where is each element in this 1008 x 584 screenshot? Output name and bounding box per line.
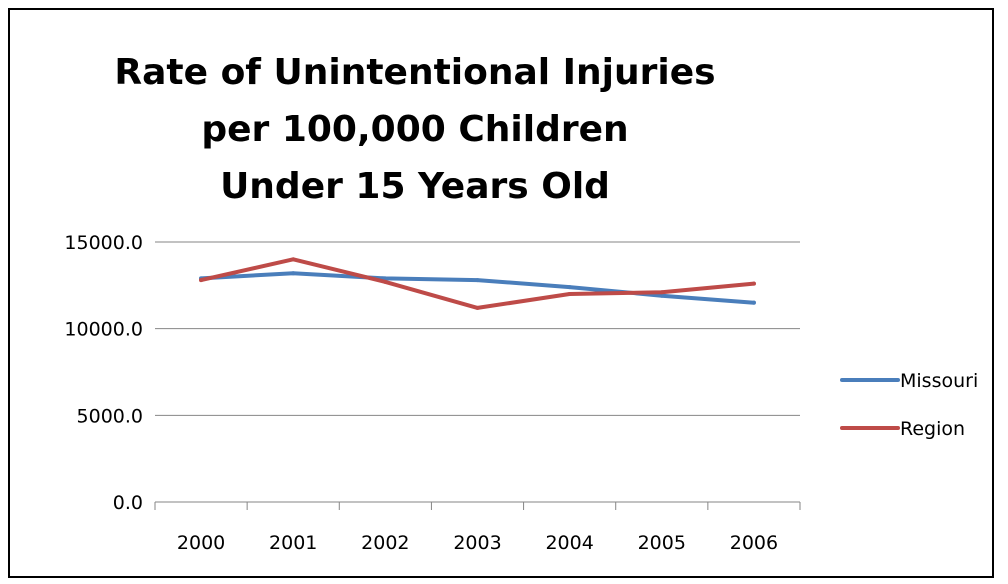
- x-tick-label: 2000: [177, 532, 225, 554]
- data-point-region: [659, 290, 664, 295]
- chart-title-line-1: Rate of Unintentional Injuries: [114, 52, 715, 93]
- data-point-missouri: [475, 278, 480, 283]
- chart-title-line-2: per 100,000 Children: [201, 109, 628, 150]
- y-tick-label: 0.0: [113, 492, 143, 514]
- y-tick-label: 10000.0: [64, 319, 143, 341]
- series-lines: [199, 257, 756, 310]
- data-point-missouri: [383, 276, 388, 281]
- x-tick-label: 2006: [730, 532, 778, 554]
- data-point-missouri: [751, 300, 756, 305]
- chart-frame: Rate of Unintentional Injuries per 100,0…: [8, 8, 994, 578]
- data-point-region: [199, 278, 204, 283]
- x-tick-label: 2003: [453, 532, 501, 554]
- x-tick-label: 2004: [545, 532, 593, 554]
- x-tick-label: 2005: [638, 532, 686, 554]
- data-point-region: [567, 292, 572, 296]
- series-line-missouri: [199, 271, 756, 305]
- series-line-region: [199, 257, 756, 310]
- data-point-missouri: [567, 285, 572, 290]
- y-axis-tick-labels: 15000.0 10000.0 5000.0 0.0: [64, 232, 143, 514]
- data-point-region: [751, 281, 756, 286]
- data-point-region: [383, 279, 388, 284]
- gridlines: [155, 241, 800, 503]
- x-tick-label: 2001: [269, 532, 317, 554]
- data-point-region: [475, 305, 480, 310]
- legend-label-missouri: Missouri: [900, 370, 978, 392]
- y-tick-label: 15000.0: [64, 232, 143, 254]
- data-point-missouri: [659, 293, 664, 298]
- x-axis: 2000 2001 2002 2003 2004 2005 2006: [154, 502, 801, 554]
- chart-title-line-3: Under 15 Years Old: [220, 166, 610, 207]
- data-point-missouri: [291, 271, 296, 276]
- chart-title: Rate of Unintentional Injuries per 100,0…: [114, 52, 715, 207]
- line-chart: Rate of Unintentional Injuries per 100,0…: [64, 52, 978, 554]
- data-point-region: [291, 257, 296, 262]
- x-tick-label: 2002: [361, 532, 409, 554]
- legend: Missouri Region: [840, 370, 978, 440]
- legend-label-region: Region: [900, 418, 965, 440]
- y-tick-label: 5000.0: [77, 405, 143, 427]
